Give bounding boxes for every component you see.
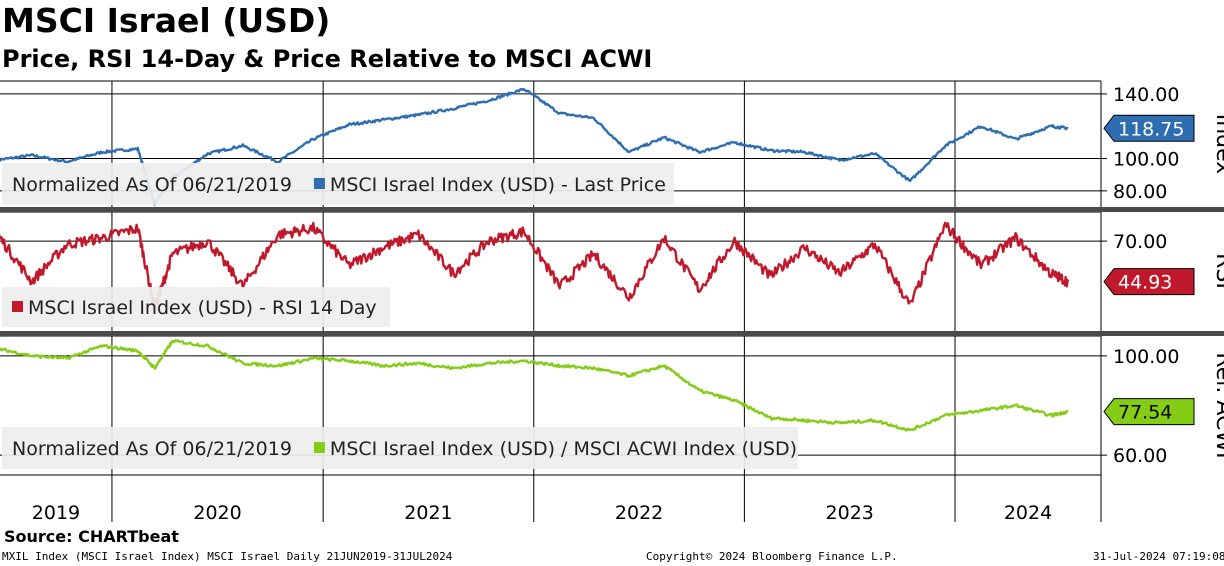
chart-title: MSCI Israel (USD) [2,1,331,40]
y-tick-label: 80.00 [1113,181,1167,203]
legend-series-name: MSCI Israel Index (USD) / MSCI ACWI Inde… [330,438,797,460]
copyright-text: Copyright© 2024 Bloomberg Finance L.P. [646,550,898,563]
panel-divider [0,207,1224,212]
legend-swatch [12,301,23,312]
x-year-label: 2021 [404,502,452,524]
panel-divider [0,331,1224,336]
y-axis-title: Index [1211,114,1224,175]
legend-swatch [313,178,325,189]
y-axis-title: RSI [1211,253,1224,289]
chart-subtitle: Price, RSI 14-Day & Price Relative to MS… [2,45,653,73]
y-tick-label: 60.00 [1113,445,1167,467]
x-year-label: 2022 [615,502,663,524]
series-line [0,339,1069,432]
y-axis-title: Rel. ACWI [1211,352,1224,458]
source-label: Source: CHARTbeat [4,527,179,546]
last-value-tag [1103,268,1195,296]
last-value-label: 44.93 [1118,272,1172,294]
x-year-label: 2023 [826,502,874,524]
legend-swatch [313,442,325,453]
security-info: MXIL Index (MSCI Israel Index) MSCI Isra… [2,550,453,563]
last-value-tag [1103,398,1195,426]
x-year-label: 2020 [193,502,241,524]
legend-box [2,427,798,469]
timestamp-text: 31-Jul-2024 07:19:08 [1093,550,1224,563]
legend-series-name: MSCI Israel Index (USD) - Last Price [330,174,666,196]
last-value-label: 118.75 [1118,118,1184,140]
legend-series-name: MSCI Israel Index (USD) - RSI 14 Day [28,297,377,319]
last-value-tag [1103,114,1195,142]
x-year-label: 2019 [32,502,80,524]
x-year-label: 2024 [1004,502,1052,524]
legend-box [2,163,674,205]
y-tick-label: 100.00 [1113,149,1179,171]
legend-normalized-text: Normalized As Of 06/21/2019 [12,438,292,460]
legend-box [2,287,390,327]
y-tick-label: 100.00 [1113,346,1179,368]
legend-normalized-text: Normalized As Of 06/21/2019 [12,174,292,196]
y-tick-label: 140.00 [1113,84,1179,106]
y-tick-label: 70.00 [1113,231,1167,253]
last-value-label: 77.54 [1118,402,1172,424]
